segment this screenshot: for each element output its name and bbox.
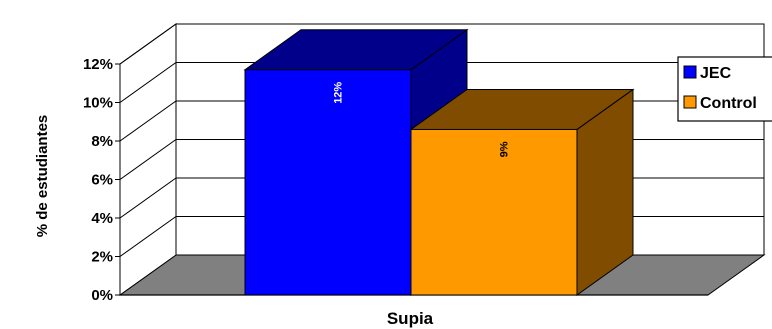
bars: 12% 9%: [243, 28, 635, 296]
bar-front: [244, 69, 412, 296]
gridline: [119, 62, 764, 103]
y-tick-labels: 0% 2% 4% 6% 8% 10% 12%: [83, 56, 113, 304]
bar-control: 9%: [409, 88, 635, 296]
y-tick-label: 12%: [83, 56, 113, 73]
y-tick-label: 8%: [91, 133, 113, 150]
y-axis-title: % de estudiantes: [34, 115, 51, 238]
data-label: 12%: [332, 82, 344, 104]
legend: JEC Control: [677, 56, 772, 122]
y-tick-label: 2%: [91, 249, 113, 266]
x-category-label: Supia: [387, 309, 434, 328]
gridline: [119, 23, 764, 65]
legend-swatch: [683, 95, 697, 109]
y-tick-label: 10%: [83, 95, 113, 112]
y-tick-label: 6%: [91, 172, 113, 189]
legend-swatch: [683, 65, 697, 79]
y-tick-label: 0%: [91, 287, 113, 304]
legend-entry: JEC: [700, 65, 732, 82]
data-label: 9%: [498, 141, 510, 157]
y-tick-label: 4%: [91, 210, 113, 227]
bar-front: [410, 128, 578, 296]
legend-entry: Control: [700, 95, 757, 112]
